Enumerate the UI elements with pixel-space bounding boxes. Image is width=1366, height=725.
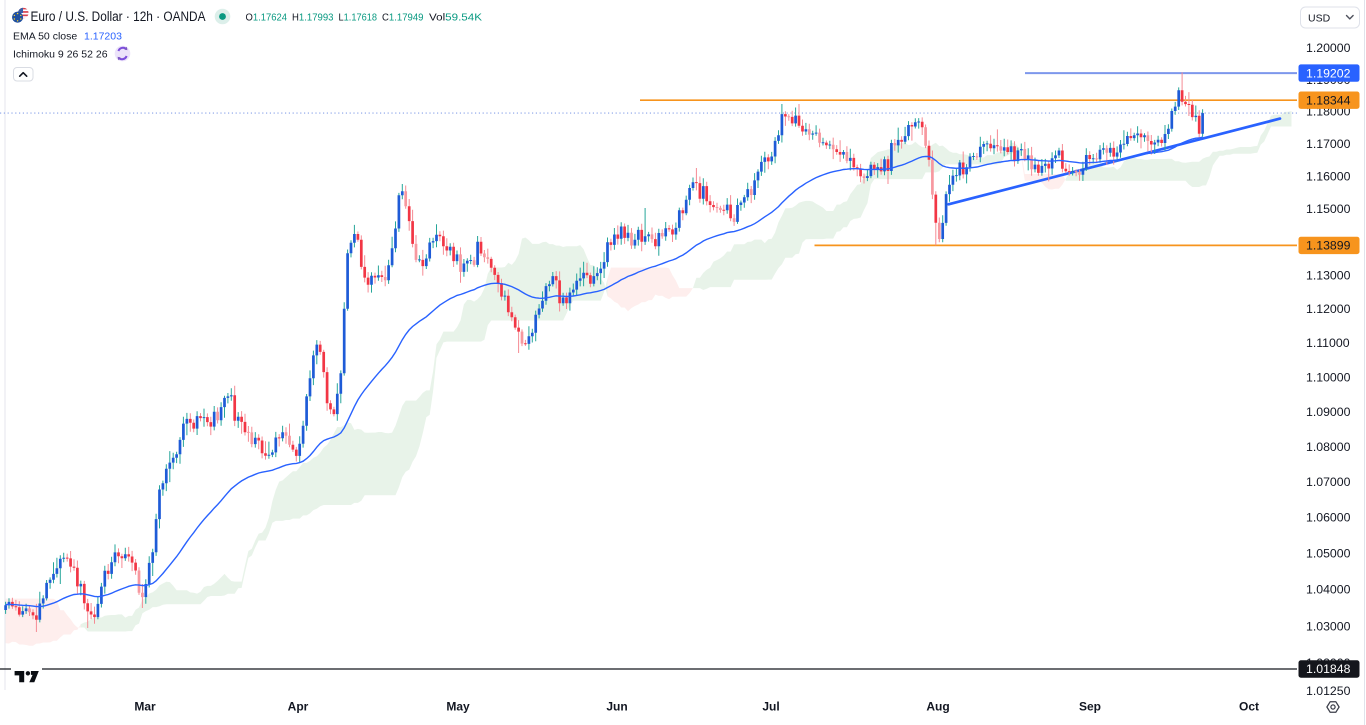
svg-text:1.04000: 1.04000 xyxy=(1306,583,1351,597)
svg-text:1.08000: 1.08000 xyxy=(1306,440,1351,454)
svg-text:May: May xyxy=(446,700,470,714)
svg-text:1.13000: 1.13000 xyxy=(1306,269,1351,283)
svg-text:1.12000: 1.12000 xyxy=(1306,302,1351,316)
svg-text:O1.17624: O1.17624 xyxy=(246,12,288,24)
svg-text:1.16000: 1.16000 xyxy=(1306,169,1351,183)
svg-text:1.13899: 1.13899 xyxy=(1306,239,1351,253)
svg-text:1.15000: 1.15000 xyxy=(1306,202,1351,216)
svg-text:Apr: Apr xyxy=(288,700,309,714)
svg-text:1.11000: 1.11000 xyxy=(1306,336,1350,350)
svg-text:Jun: Jun xyxy=(606,700,627,714)
svg-text:Ichimoku 9 26 52 26: Ichimoku 9 26 52 26 xyxy=(13,49,108,61)
svg-text:1.01250: 1.01250 xyxy=(1306,684,1351,698)
svg-text:L1.17618: L1.17618 xyxy=(339,12,378,24)
svg-text:1.10000: 1.10000 xyxy=(1306,370,1351,384)
svg-text:1.05000: 1.05000 xyxy=(1306,547,1351,561)
svg-text:H1.17993: H1.17993 xyxy=(292,12,334,24)
svg-text:Mar: Mar xyxy=(134,700,156,714)
svg-text:1.07000: 1.07000 xyxy=(1306,475,1351,489)
svg-text:Oct: Oct xyxy=(1239,700,1259,714)
svg-text:Jul: Jul xyxy=(762,700,779,714)
svg-text:1.01848: 1.01848 xyxy=(1306,662,1351,676)
svg-text:EMA 50 close: EMA 50 close xyxy=(13,31,77,43)
svg-text:1.18344: 1.18344 xyxy=(1306,93,1351,107)
svg-text:Sep: Sep xyxy=(1079,700,1101,714)
svg-text:C1.17949: C1.17949 xyxy=(382,12,424,24)
svg-text:1.03000: 1.03000 xyxy=(1306,619,1351,633)
svg-text:1.06000: 1.06000 xyxy=(1306,511,1351,525)
svg-text:Euro / U.S. Dollar · 12h · OAN: Euro / U.S. Dollar · 12h · OANDA xyxy=(31,9,206,24)
svg-text:1.17203: 1.17203 xyxy=(84,31,122,43)
svg-text:1.19202: 1.19202 xyxy=(1306,66,1351,80)
svg-text:1.20000: 1.20000 xyxy=(1306,41,1351,55)
svg-text:USD: USD xyxy=(1308,13,1331,25)
svg-text:1.09000: 1.09000 xyxy=(1306,405,1351,419)
svg-text:1.17000: 1.17000 xyxy=(1306,137,1351,151)
svg-text:Aug: Aug xyxy=(926,700,949,714)
